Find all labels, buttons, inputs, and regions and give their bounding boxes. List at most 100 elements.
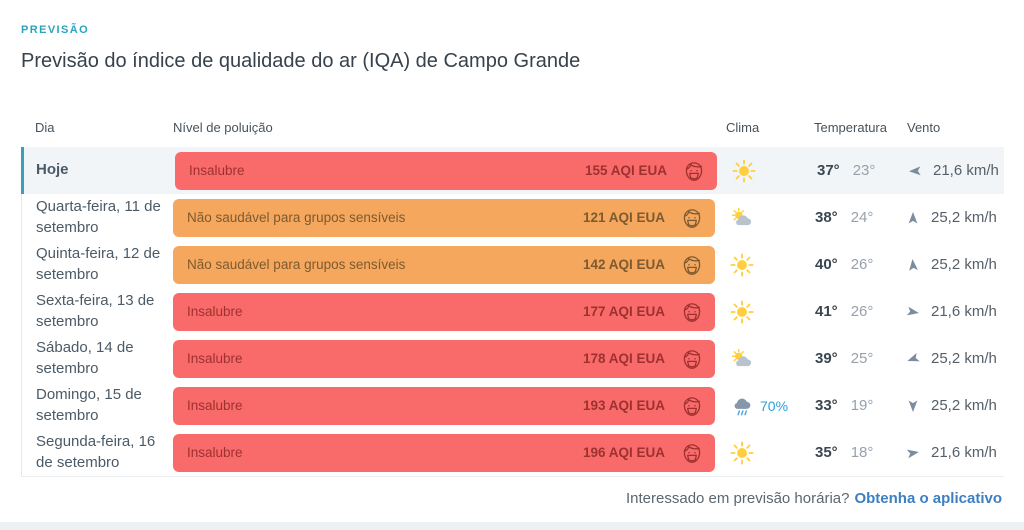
day-label: Sexta-feira, 13 de setembro bbox=[36, 292, 155, 330]
day-label: Sábado, 14 de setembro bbox=[36, 339, 134, 377]
rain-cloud-icon bbox=[729, 393, 755, 419]
table-header: Dia Nível de poluição Clima Temperatura … bbox=[21, 107, 1004, 147]
pollution-pill: Não saudável para grupos sensíveis 142 A… bbox=[173, 245, 715, 284]
table-row[interactable]: Quinta-feira, 12 de setembro Não saudáve… bbox=[21, 241, 1004, 288]
pollution-pill: Não saudável para grupos sensíveis 121 A… bbox=[173, 198, 715, 237]
temp-high: 35° bbox=[815, 444, 838, 461]
footer-cta: Interessado em previsão horária? Obtenha … bbox=[21, 490, 1004, 507]
weather-cell: 70% bbox=[715, 393, 799, 419]
day-label: Quinta-feira, 12 de setembro bbox=[36, 245, 161, 283]
partly-cloudy-icon bbox=[729, 346, 755, 372]
pollution-pill: Insalubre 196 AQI EUA bbox=[173, 433, 715, 472]
wind-speed: 21,6 km/h bbox=[931, 444, 997, 461]
wind-cell: 21,6 km/h bbox=[895, 303, 1004, 320]
wind-cell: 21,6 km/h bbox=[897, 162, 1004, 179]
aqi-value: 155 AQI EUA bbox=[584, 163, 667, 178]
bottom-divider bbox=[0, 522, 1024, 530]
table-row[interactable]: Quarta-feira, 11 de setembro Não saudáve… bbox=[21, 194, 1004, 241]
temp-high: 41° bbox=[815, 303, 838, 320]
wind-direction-icon bbox=[904, 302, 923, 321]
table-row-today[interactable]: Hoje Insalubre 155 AQI EUA 37° 23° 21,6 k… bbox=[21, 147, 1004, 194]
mask-face-icon bbox=[679, 299, 705, 325]
temp-low: 18° bbox=[850, 444, 874, 461]
wind-cell: 25,2 km/h bbox=[895, 397, 1004, 414]
pollution-level-label: Insalubre bbox=[187, 445, 243, 460]
column-header-wind: Vento bbox=[907, 119, 941, 135]
temperature-cell: 40° 26° bbox=[799, 256, 895, 273]
page-title: Previsão do índice de qualidade do ar (I… bbox=[21, 50, 581, 72]
pollution-pill: Insalubre 155 AQI EUA bbox=[175, 151, 717, 190]
wind-direction-icon bbox=[905, 398, 921, 414]
day-label: Domingo, 15 de setembro bbox=[36, 386, 142, 424]
pollution-level-label: Insalubre bbox=[187, 398, 243, 413]
weather-cell bbox=[715, 252, 799, 278]
wind-direction-icon bbox=[905, 210, 921, 226]
wind-cell: 25,2 km/h bbox=[895, 256, 1004, 273]
mask-face-icon bbox=[681, 158, 707, 184]
mask-face-icon bbox=[679, 205, 705, 231]
wind-cell: 21,6 km/h bbox=[895, 444, 1004, 461]
footer-question: Interessado em previsão horária? bbox=[626, 490, 850, 507]
temp-low: 19° bbox=[850, 397, 874, 414]
pollution-level-label: Insalubre bbox=[187, 351, 243, 366]
column-header-day: Dia bbox=[35, 119, 55, 135]
wind-cell: 25,2 km/h bbox=[895, 350, 1004, 367]
wind-speed: 25,2 km/h bbox=[931, 397, 997, 414]
sun-icon bbox=[729, 252, 755, 278]
wind-speed: 21,6 km/h bbox=[931, 303, 997, 320]
weather-cell bbox=[715, 299, 799, 325]
pollution-pill: Insalubre 177 AQI EUA bbox=[173, 292, 715, 331]
sun-icon bbox=[729, 299, 755, 325]
sun-icon bbox=[729, 440, 755, 466]
aqi-value: 178 AQI EUA bbox=[582, 351, 665, 366]
table-row[interactable]: Domingo, 15 de setembro Insalubre 193 AQ… bbox=[21, 382, 1004, 429]
aqi-value: 142 AQI EUA bbox=[582, 257, 665, 272]
column-header-weather: Clima bbox=[726, 119, 760, 135]
wind-direction-icon bbox=[904, 443, 923, 462]
temp-low: 23° bbox=[852, 162, 876, 179]
temperature-cell: 38° 24° bbox=[799, 209, 895, 226]
table-row[interactable]: Sexta-feira, 13 de setembro Insalubre 17… bbox=[21, 288, 1004, 335]
column-header-temperature: Temperatura bbox=[814, 119, 887, 135]
aqi-value: 177 AQI EUA bbox=[582, 304, 665, 319]
mask-face-icon bbox=[679, 252, 705, 278]
day-label: Segunda-feira, 16 de setembro bbox=[36, 433, 156, 471]
temp-low: 26° bbox=[850, 303, 874, 320]
day-label: Quarta-feira, 11 de setembro bbox=[36, 198, 161, 236]
wind-cell: 25,2 km/h bbox=[895, 209, 1004, 226]
get-app-link[interactable]: Obtenha o aplicativo bbox=[854, 490, 1002, 507]
mask-face-icon bbox=[679, 393, 705, 419]
weather-cell bbox=[715, 205, 799, 231]
day-label: Hoje bbox=[36, 161, 69, 179]
weather-cell bbox=[715, 346, 799, 372]
pollution-level-label: Não saudável para grupos sensíveis bbox=[187, 210, 406, 225]
pollution-pill: Insalubre 193 AQI EUA bbox=[173, 386, 715, 425]
temperature-cell: 33° 19° bbox=[799, 397, 895, 414]
wind-direction-icon bbox=[907, 162, 924, 179]
mask-face-icon bbox=[679, 346, 705, 372]
table-row[interactable]: Sábado, 14 de setembro Insalubre 178 AQI… bbox=[21, 335, 1004, 382]
temp-high: 38° bbox=[815, 209, 838, 226]
wind-direction-icon bbox=[904, 256, 921, 273]
mask-face-icon bbox=[679, 440, 705, 466]
weather-cell bbox=[717, 158, 801, 184]
wind-speed: 25,2 km/h bbox=[931, 350, 997, 367]
temp-low: 24° bbox=[850, 209, 874, 226]
temperature-cell: 41° 26° bbox=[799, 303, 895, 320]
pollution-pill: Insalubre 178 AQI EUA bbox=[173, 339, 715, 378]
temperature-cell: 35° 18° bbox=[799, 444, 895, 461]
aqi-value: 193 AQI EUA bbox=[582, 398, 665, 413]
temp-low: 26° bbox=[850, 256, 874, 273]
aqi-value: 121 AQI EUA bbox=[582, 210, 665, 225]
temperature-cell: 39° 25° bbox=[799, 350, 895, 367]
sun-icon bbox=[731, 158, 757, 184]
section-eyebrow: PREVISÃO bbox=[21, 24, 90, 36]
rain-chance: 70% bbox=[760, 397, 789, 414]
temp-high: 39° bbox=[815, 350, 838, 367]
column-header-pollution: Nível de poluição bbox=[173, 119, 273, 135]
temp-high: 37° bbox=[817, 162, 840, 179]
pollution-level-label: Não saudável para grupos sensíveis bbox=[187, 257, 406, 272]
table-row[interactable]: Segunda-feira, 16 de setembro Insalubre … bbox=[21, 429, 1004, 476]
pollution-level-label: Insalubre bbox=[187, 304, 243, 319]
forecast-section: PREVISÃO Previsão do índice de qualidade… bbox=[21, 24, 1004, 507]
